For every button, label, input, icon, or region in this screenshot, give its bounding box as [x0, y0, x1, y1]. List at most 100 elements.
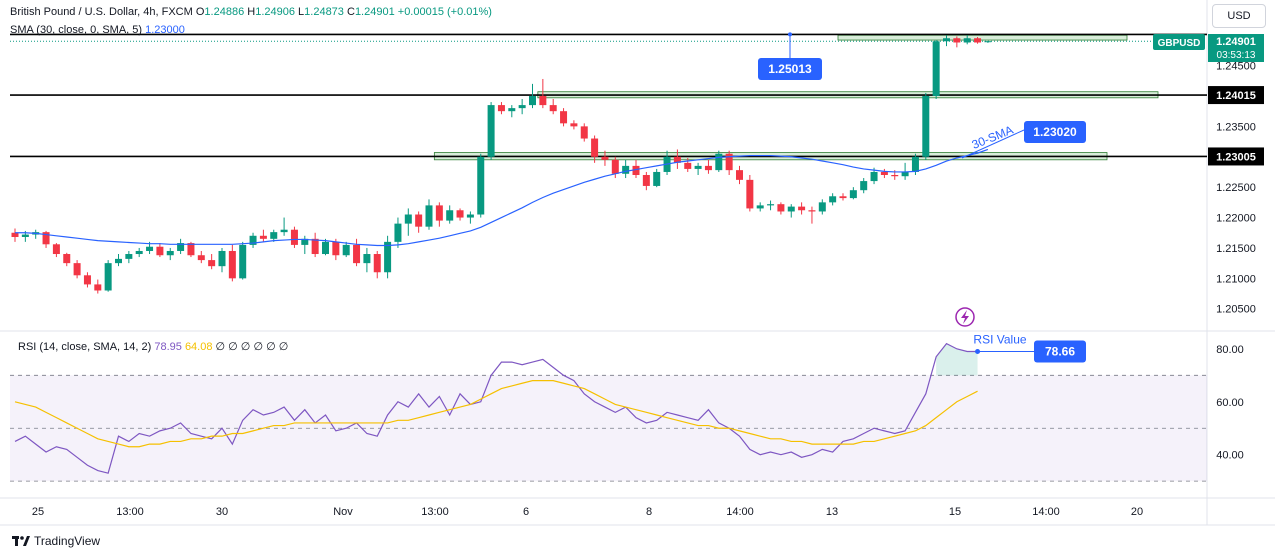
level-axis-label-bg: [1208, 147, 1264, 166]
candle-body: [529, 95, 536, 106]
rsi-axis-tick: 60.00: [1216, 397, 1244, 409]
time-axis-tick: 13:00: [421, 506, 449, 518]
candle-body: [42, 232, 50, 245]
candle-body: [228, 250, 236, 279]
time-axis-tick: 25: [32, 506, 44, 518]
candle-body: [798, 206, 806, 211]
candle: [529, 83, 536, 109]
candle: [290, 226, 298, 248]
candle: [435, 202, 443, 227]
candle-body: [953, 38, 961, 43]
candle-body: [601, 156, 609, 160]
candle: [83, 272, 91, 288]
candle-body: [777, 204, 785, 212]
candle: [777, 202, 785, 215]
candle: [953, 36, 961, 48]
candle: [508, 105, 516, 118]
candle: [301, 235, 309, 255]
time-axis-tick: Nov: [333, 506, 353, 518]
candle-body: [373, 254, 381, 273]
candle-body: [63, 254, 71, 264]
last-price-tag-value: 1.24901: [1216, 36, 1256, 48]
rsi-legend[interactable]: RSI (14, close, SMA, 14, 2) 78.95 64.08 …: [18, 340, 288, 353]
rsi-callout-label: RSI Value: [973, 333, 1026, 347]
candle: [42, 230, 50, 248]
candle-body: [560, 111, 568, 124]
candle-body: [549, 105, 557, 112]
candle-body: [208, 260, 216, 267]
candle-body: [508, 108, 516, 112]
time-axis-tick: 20: [1131, 506, 1143, 518]
candle-body: [332, 241, 340, 256]
candle-body: [539, 95, 547, 106]
candle-body: [177, 243, 185, 251]
rsi-axis-tick: 80.00: [1216, 344, 1244, 356]
candle: [166, 247, 174, 261]
candle: [570, 120, 578, 130]
candle-body: [280, 229, 288, 233]
candle-body: [725, 153, 733, 171]
rsi-line: [14, 342, 978, 474]
candle-body: [653, 171, 661, 186]
candle: [704, 159, 712, 174]
candle: [860, 178, 868, 194]
candle-body: [694, 165, 702, 169]
ohlc-open: 1.24886: [204, 6, 245, 18]
candle-body: [125, 254, 133, 259]
candle-body: [818, 202, 826, 212]
candle-body: [197, 255, 205, 261]
rsi-callout-bg: [1034, 340, 1086, 363]
price-axis-tick: 1.21000: [1216, 273, 1256, 285]
candle-body: [94, 284, 102, 291]
candle-body: [404, 214, 412, 224]
candle-body: [301, 238, 309, 245]
candle-body: [477, 156, 485, 215]
candle: [756, 202, 764, 212]
candle-body: [870, 171, 878, 182]
candle: [394, 217, 402, 248]
candle: [446, 205, 454, 224]
ohlc-high-label: H: [247, 6, 256, 18]
sma-legend[interactable]: SMA (30, close, 0, SMA, 5) 1.23000: [10, 24, 185, 36]
candle: [880, 168, 888, 179]
candle-body: [787, 206, 795, 212]
candle-body: [974, 38, 982, 43]
candle-body: [435, 205, 443, 221]
candle-body: [756, 205, 764, 209]
rsi-legend-ma-value: 64.08: [184, 341, 213, 353]
sr-zone: [837, 34, 1128, 41]
price-axis-tick: 1.23500: [1216, 121, 1256, 133]
candle: [218, 247, 226, 273]
candle: [239, 241, 247, 280]
sma-legend-label: SMA (30, close, 0, SMA, 5): [10, 24, 143, 36]
candle-body: [704, 165, 712, 171]
candle-body: [984, 41, 992, 43]
candle-body: [932, 41, 940, 96]
candle: [104, 260, 112, 292]
rsi-band: [10, 375, 1207, 482]
candle-body: [880, 171, 888, 175]
currency-button[interactable]: USD: [1212, 4, 1266, 28]
candle: [384, 235, 392, 279]
candle: [208, 254, 216, 270]
candle: [787, 204, 795, 218]
ohlc-close: 1.24901: [354, 6, 395, 18]
time-axis-tick: 30: [216, 506, 228, 518]
symbol-title: British Pound / U.S. Dollar, 4h, FXCM: [10, 6, 193, 18]
candle-body: [808, 210, 816, 212]
chart-header: British Pound / U.S. Dollar, 4h, FXCM O1…: [10, 6, 492, 18]
candle: [125, 250, 133, 264]
footer-brand[interactable]: TradingView: [12, 534, 100, 548]
callout-anchor-dot: [788, 32, 792, 37]
candle-body: [736, 170, 743, 180]
candle-body: [270, 232, 278, 239]
candle: [922, 92, 930, 160]
candle: [932, 40, 940, 100]
ohlc-close-label: C: [346, 6, 355, 18]
price-axis-tick: 1.20500: [1216, 304, 1256, 316]
time-axis-tick: 14:00: [726, 506, 754, 518]
candle: [404, 208, 412, 236]
candle: [94, 279, 102, 294]
price-axis-tick: 1.21500: [1216, 243, 1256, 255]
